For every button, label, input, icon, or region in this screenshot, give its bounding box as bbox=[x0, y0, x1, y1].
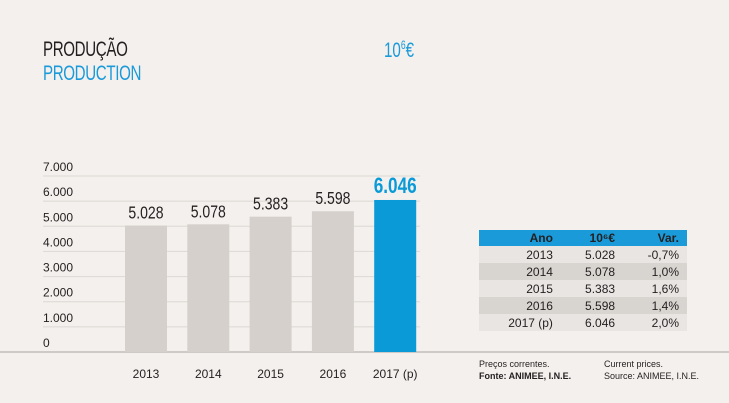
bar-value-label: 5.598 bbox=[315, 189, 350, 209]
bar bbox=[374, 199, 417, 352]
bar bbox=[249, 216, 292, 352]
table-row: 2016 5.598 1,4% bbox=[479, 297, 687, 314]
y-tick-label: 7.000 bbox=[43, 160, 73, 174]
y-tick-label: 3.000 bbox=[43, 261, 73, 275]
y-tick-label: 4.000 bbox=[43, 235, 73, 249]
table-cell: 1,6% bbox=[623, 280, 687, 297]
y-tick-label: 5.000 bbox=[43, 210, 73, 224]
data-table: Ano 10⁶€ Var. 2013 5.028 -0,7% 2014 5.078 1,0% 20… bbox=[479, 230, 687, 331]
table-cell: 2017 (p) bbox=[479, 314, 561, 331]
bar-value-label: 5.028 bbox=[128, 203, 163, 223]
table-row: 2017 (p) 6.046 2,0% bbox=[479, 314, 687, 331]
bar bbox=[187, 224, 230, 352]
table-cell: 5.383 bbox=[560, 280, 624, 297]
table-cell: 2015 bbox=[479, 280, 561, 297]
table-cell: 2016 bbox=[479, 297, 561, 314]
unit-label: 106€ bbox=[384, 38, 415, 62]
x-tick-label: 2015 bbox=[257, 367, 284, 381]
table-cell: 2013 bbox=[479, 246, 561, 263]
table-header: Var. bbox=[623, 230, 687, 246]
title-en: PRODUCTION bbox=[43, 62, 142, 85]
table-cell: 6.046 bbox=[560, 314, 624, 331]
table-header: 10⁶€ bbox=[560, 230, 624, 246]
bar-value-label: 5.078 bbox=[191, 202, 226, 222]
x-tick-label: 2013 bbox=[133, 367, 160, 381]
table-cell: 2014 bbox=[479, 263, 561, 280]
x-tick-label: 2014 bbox=[195, 367, 222, 381]
table-cell: 1,0% bbox=[623, 263, 687, 280]
table-row: 2013 5.028 -0,7% bbox=[479, 246, 687, 263]
table-header: Ano bbox=[479, 230, 561, 246]
bar bbox=[311, 211, 354, 352]
y-tick-label: 1.000 bbox=[43, 311, 73, 325]
y-tick-label: 2.000 bbox=[43, 286, 73, 300]
table-cell: 2,0% bbox=[623, 314, 687, 331]
x-tick-label: 2017 (p) bbox=[373, 367, 418, 381]
bar-value-label: 6.046 bbox=[374, 174, 417, 199]
table-cell: 1,4% bbox=[623, 297, 687, 314]
y-tick-label: 0 bbox=[43, 336, 50, 350]
title-pt: PRODUÇÃO bbox=[43, 38, 128, 61]
y-tick-label: 6.000 bbox=[43, 185, 73, 199]
table-row: 2014 5.078 1,0% bbox=[479, 263, 687, 280]
x-tick-label: 2016 bbox=[320, 367, 347, 381]
bar-value-label: 5.383 bbox=[253, 194, 288, 214]
footer-en: Current prices. Source: ANIMEE, I.N.E. bbox=[604, 359, 700, 381]
table-row: 2015 5.383 1,6% bbox=[479, 280, 687, 297]
bar bbox=[125, 225, 167, 352]
table-cell: 5.078 bbox=[560, 263, 624, 280]
table-cell: -0,7% bbox=[623, 246, 687, 263]
table-cell: 5.028 bbox=[560, 246, 624, 263]
footer-pt: Preços correntes. Fonte: ANIMEE, I.N.E. bbox=[479, 359, 572, 381]
table-cell: 5.598 bbox=[560, 297, 624, 314]
